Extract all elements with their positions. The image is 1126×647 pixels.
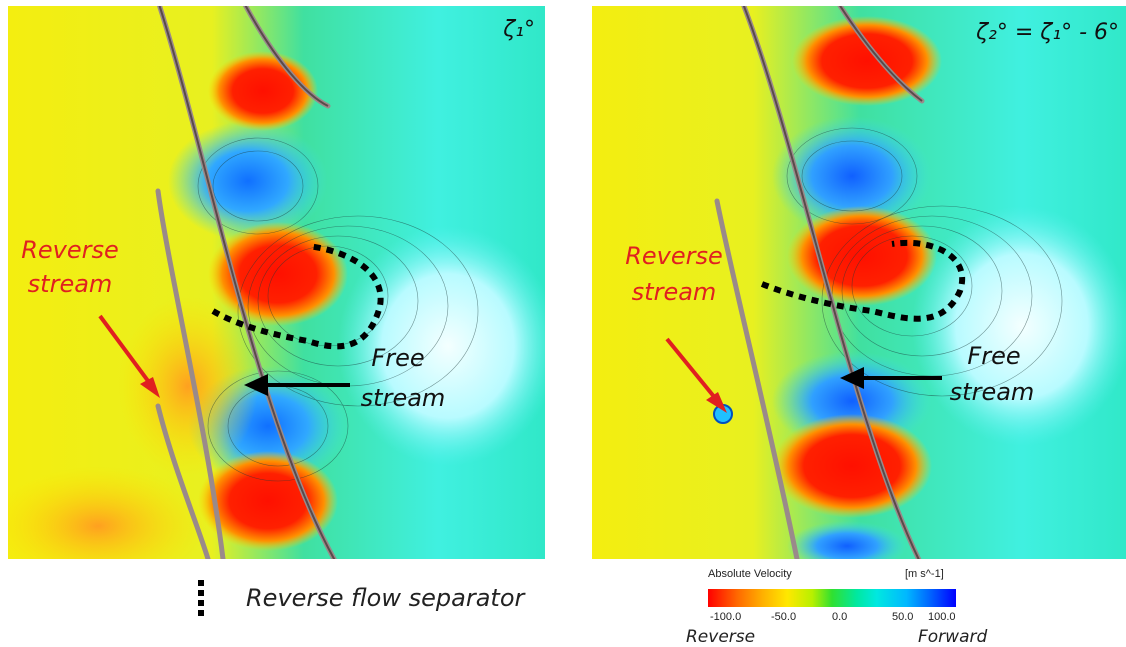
colorbar-title: Absolute Velocity (708, 568, 792, 580)
colorbar-unit: [m s^-1] (905, 568, 944, 580)
colorbar (708, 589, 956, 607)
reverse-stream-arrow (665, 337, 727, 413)
reverse-stream-label-line1: Reverse (625, 242, 723, 270)
free-stream-label-line1: Free (371, 344, 424, 372)
dotted-line-icon (198, 580, 204, 620)
colorbar-tick: 50.0 (892, 611, 914, 623)
colorbar-tick: 100.0 (928, 611, 956, 623)
colorbar-tick: -100.0 (710, 611, 742, 623)
reverse-stream-label-line2: stream (28, 270, 113, 298)
angle-label-right: ζ₂° = ζ₁° - 6° (975, 20, 1119, 45)
flow-field-panel-left: ζ₁° Reverse stream Free stream (8, 6, 545, 559)
flow-field-panel-right: ζ₂° = ζ₁° - 6° Reverse stream Free strea… (592, 6, 1126, 559)
reverse-stream-label-line2: stream (632, 278, 717, 306)
angle-label-left: ζ₁° (502, 17, 535, 42)
colorbar-tick: -50.0 (771, 611, 797, 623)
reverse-stream-arrow (98, 314, 160, 398)
free-stream-arrow (244, 374, 350, 396)
separator-legend-label: Reverse flow separator (246, 584, 525, 612)
free-stream-arrow (840, 367, 942, 389)
velocity-contour-plot-right: ζ₂° = ζ₁° - 6° Reverse stream Free strea… (592, 6, 1126, 559)
colorbar-forward-label: Forward (918, 627, 988, 647)
reverse-flow-separator-outline (760, 239, 965, 322)
colorbar-reverse-label: Reverse (686, 627, 756, 647)
reverse-flow-separator-outline (211, 243, 384, 350)
free-stream-label-line1: Free (967, 342, 1020, 370)
reverse-stream-label-line1: Reverse (21, 236, 119, 264)
free-stream-label-line2: stream (950, 378, 1035, 406)
colorbar-tick: 0.0 (832, 611, 848, 623)
velocity-contour-plot-left: ζ₁° Reverse stream Free stream (8, 6, 545, 559)
free-stream-label-line2: stream (361, 384, 446, 412)
